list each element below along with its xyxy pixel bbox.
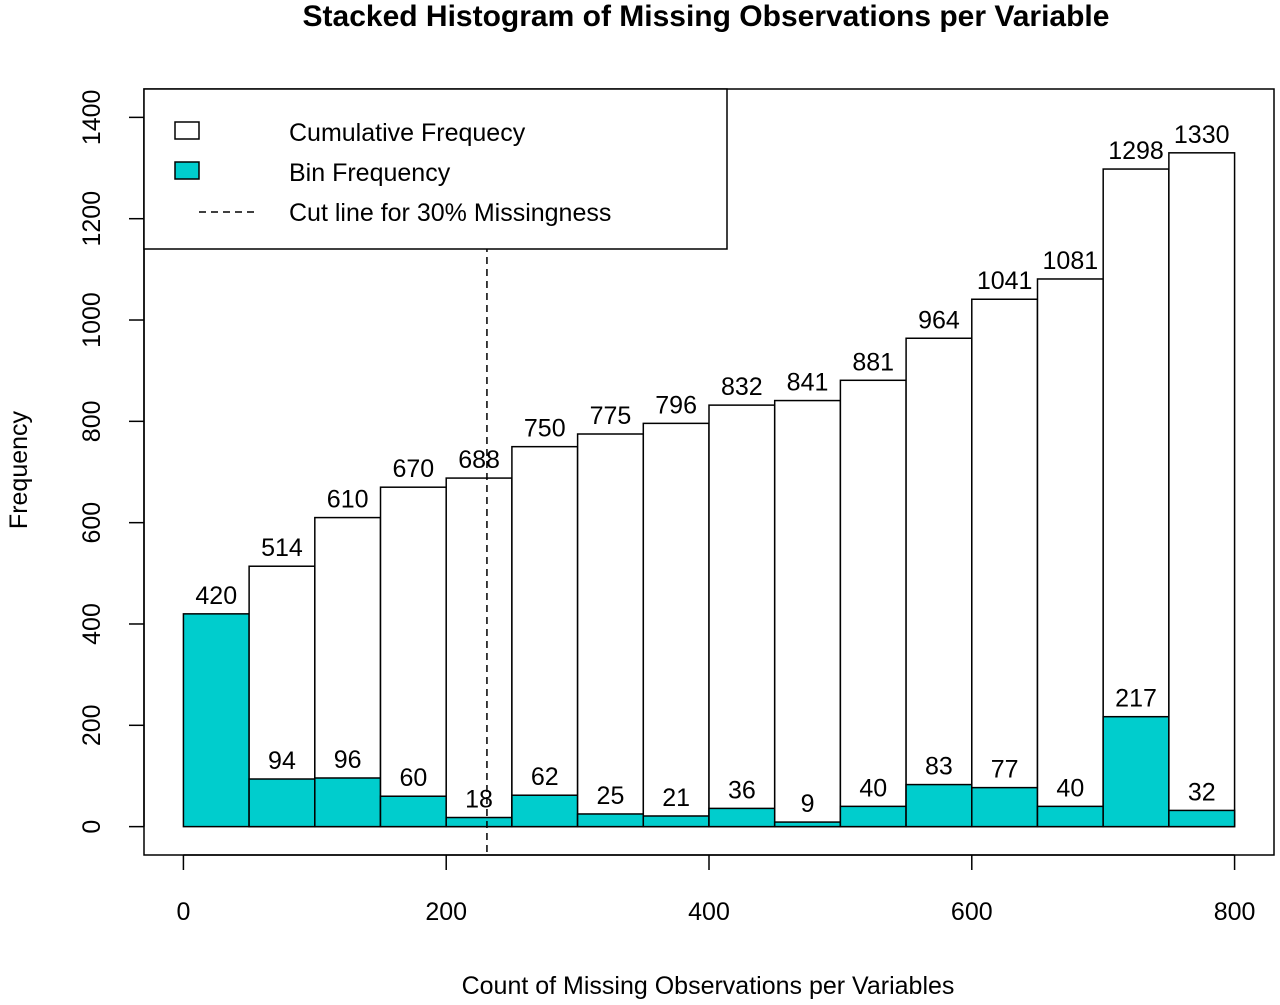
cumulative-bar xyxy=(1168,152,1236,828)
legend-label-bin: Bin Frequency xyxy=(289,159,451,187)
cumulative-value-label: 775 xyxy=(590,402,632,430)
bin-value-label: 32 xyxy=(1188,778,1216,806)
bin-value-label: 420 xyxy=(195,582,237,610)
x-tick-label: 600 xyxy=(951,898,993,926)
cumulative-bar xyxy=(905,337,973,828)
bin-bar xyxy=(1036,805,1104,828)
bin-bar xyxy=(905,783,973,828)
cumulative-value-label: 610 xyxy=(327,486,369,514)
cumulative-bar xyxy=(708,404,776,828)
cumulative-value-label: 796 xyxy=(655,391,697,419)
cumulative-bar xyxy=(839,379,907,828)
legend-label-cumulative: Cumulative Frequecy xyxy=(289,119,526,147)
cumulative-bar xyxy=(773,399,842,828)
bin-bar xyxy=(1168,809,1236,828)
bin-bar xyxy=(642,815,710,828)
legend-swatch-bin xyxy=(174,161,200,180)
bin-bar xyxy=(248,778,316,828)
bars xyxy=(182,152,1236,828)
bar-labels: 420 94 514 96 610 60 670 18 688 62 750 25 775 21 796 36… xyxy=(195,121,1229,818)
cumulative-bar xyxy=(642,422,710,828)
cumulative-value-label: 750 xyxy=(524,415,566,443)
cumulative-value-label: 841 xyxy=(787,369,829,397)
x-tick-label: 800 xyxy=(1214,898,1256,926)
cumulative-value-label: 832 xyxy=(721,373,763,401)
cumulative-value-label: 1330 xyxy=(1174,121,1230,149)
cumulative-value-label: 964 xyxy=(918,306,960,334)
y-tick-label: 200 xyxy=(78,704,106,746)
bin-bar xyxy=(445,816,513,828)
cumulative-bar xyxy=(314,516,382,828)
x-tick-label: 400 xyxy=(688,898,730,926)
bin-bar xyxy=(971,786,1039,828)
legend-label-cut-line: Cut line for 30% Missingness xyxy=(289,199,611,227)
bin-value-label: 83 xyxy=(925,753,953,781)
bin-bar xyxy=(182,613,250,828)
y-tick-label: 600 xyxy=(78,502,106,544)
legend-swatch-cumulative xyxy=(174,121,200,140)
cumulative-value-label: 670 xyxy=(393,455,435,483)
y-tick-label: 400 xyxy=(78,603,106,645)
cumulative-value-label: 514 xyxy=(261,534,303,562)
cumulative-bar xyxy=(1036,278,1104,828)
y-tick-label: 1200 xyxy=(78,191,106,247)
bin-value-label: 36 xyxy=(728,776,756,804)
bin-bar xyxy=(314,777,382,828)
x-tick-label: 0 xyxy=(176,898,190,926)
cumulative-bar xyxy=(511,445,579,828)
bin-value-label: 62 xyxy=(531,763,559,791)
legend-box xyxy=(143,88,728,250)
bin-bar xyxy=(379,795,447,828)
x-tick-label: 200 xyxy=(425,898,467,926)
chart-title: Stacked Histogram of Missing Observation… xyxy=(303,0,1110,33)
x-axis-label: Count of Missing Observations per Variab… xyxy=(462,972,955,1000)
y-tick-label: 0 xyxy=(78,820,106,834)
bin-bar xyxy=(708,807,776,828)
bin-value-label: 18 xyxy=(465,786,493,814)
y-tick-label: 1000 xyxy=(78,292,106,348)
bin-value-label: 217 xyxy=(1115,685,1157,713)
y-axis-label: Frequency xyxy=(5,410,33,529)
bin-bar xyxy=(773,821,842,828)
cumulative-value-label: 881 xyxy=(852,348,894,376)
y-axis: 0 200 400 600 800 1000 1200 1400 xyxy=(78,90,145,834)
y-tick-label: 800 xyxy=(78,400,106,442)
bin-value-label: 60 xyxy=(399,764,427,792)
bin-value-label: 77 xyxy=(991,756,1019,784)
cumulative-bar xyxy=(445,477,513,828)
cumulative-value-label: 1298 xyxy=(1108,137,1164,165)
cumulative-bar xyxy=(971,298,1039,828)
y-tick-label: 1400 xyxy=(78,90,106,146)
cumulative-bar xyxy=(379,486,447,828)
bin-value-label: 9 xyxy=(801,790,815,818)
bin-bar xyxy=(511,794,579,828)
cumulative-value-label: 1041 xyxy=(977,267,1033,295)
x-axis: 0 200 400 600 800 xyxy=(176,854,1256,926)
bin-bar xyxy=(1102,715,1170,828)
bin-value-label: 25 xyxy=(597,782,625,810)
bin-value-label: 96 xyxy=(334,746,362,774)
cumulative-bar xyxy=(576,433,645,828)
legend: Cumulative Frequecy Bin Frequency Cut li… xyxy=(143,88,728,250)
bin-value-label: 40 xyxy=(859,774,887,802)
cumulative-value-label: 1081 xyxy=(1043,247,1099,275)
bin-bar xyxy=(839,805,907,828)
bin-value-label: 94 xyxy=(268,747,296,775)
bin-value-label: 21 xyxy=(662,784,690,812)
cumulative-value-label: 688 xyxy=(458,446,500,474)
bin-bar xyxy=(576,813,645,828)
bin-value-label: 40 xyxy=(1056,774,1084,802)
